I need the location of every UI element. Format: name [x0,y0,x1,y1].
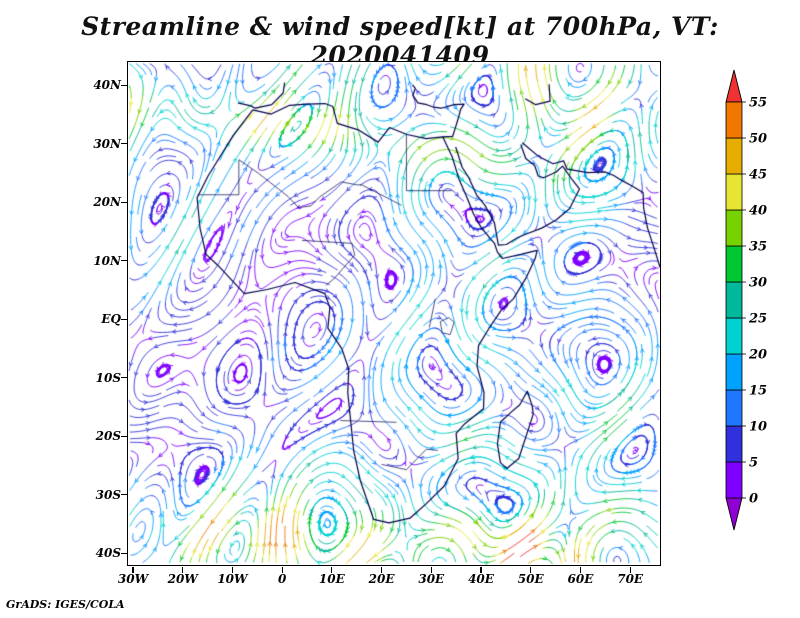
grads-credit: GrADS: IGES/COLA [6,598,125,611]
colorbar-arrow-top-icon [725,69,743,103]
colorbar-label: 55 [749,96,767,111]
x-tick-label: 10E [318,572,345,586]
x-tick-label: 30W [117,572,149,586]
y-tick-label: 10N [93,253,121,268]
colorbar-label: 5 [749,456,758,471]
colorbar-label: 10 [749,420,767,435]
colorbar-box [725,101,743,139]
colorbar-box [725,425,743,463]
x-tick-mark [629,566,631,573]
x-tick-mark [480,566,482,573]
colorbar-label: 50 [749,132,767,147]
colorbar-label: 35 [749,240,767,255]
wind-speed-colorbar: 0 5 10 15 20 25 30 35 40 45 50 55 [725,69,767,531]
x-tick-mark [182,566,184,573]
x-tick-mark [380,566,383,573]
colorbar-label: 20 [748,348,767,363]
x-tick-mark [430,566,432,573]
x-tick-mark [530,566,532,573]
x-tick-label: 70E [617,572,644,586]
y-tick-label: 30S [95,487,121,502]
x-tick-label: 40E [468,572,494,586]
x-tick-mark [231,566,233,573]
x-tick-label: 0 [277,572,287,586]
colorbar-box [725,137,743,175]
x-tick-label: 50E [517,572,544,586]
x-tick-mark [579,566,582,573]
colorbar-box [725,245,743,283]
y-tick-label: 10S [95,370,121,385]
colorbar-box [725,461,743,499]
colorbar-box [725,317,743,355]
x-tick-label: 10W [217,572,248,586]
colorbar-label: 0 [749,492,758,507]
y-tick-label: 20N [93,195,121,210]
y-tick-label: 30N [93,136,121,151]
colorbar-label: 40 [749,204,767,219]
x-tick-label: 20E [368,572,395,586]
colorbar-box [725,389,743,427]
colorbar-box [725,209,743,247]
x-tick-label: 60E [567,572,594,586]
y-tick-label: 40S [95,546,121,561]
y-tick-label: 40N [93,78,121,93]
colorbar-box [725,173,743,211]
plot-frame [126,60,661,566]
streamline-map-canvas [127,61,660,565]
y-tick-label: 20S [95,429,121,444]
colorbar-label: 30 [749,276,767,291]
x-tick-mark [281,566,283,573]
colorbar-label: 15 [749,384,767,399]
x-tick-mark [132,566,134,573]
chart-title: Streamline & wind speed[kt] at 700hPa, V… [81,12,719,70]
colorbar-box [725,353,743,391]
x-tick-mark [331,566,333,573]
colorbar-box [725,281,743,319]
y-tick-label: EQ [101,312,121,327]
x-tick-label: 20W [167,572,198,586]
colorbar-label: 45 [749,168,767,183]
colorbar-arrow-bottom-icon [725,497,743,531]
x-tick-label: 30E [418,572,445,586]
colorbar-label: 25 [748,312,767,327]
